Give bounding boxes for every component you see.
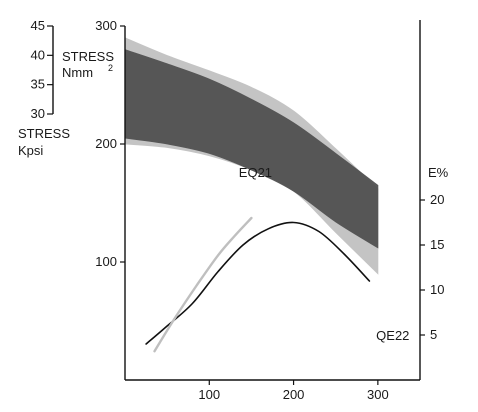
kpsi-tick-label: 35 — [31, 77, 45, 92]
stress-kpsi-label-line2: Kpsi — [18, 143, 43, 158]
left-tick-label: 100 — [95, 254, 117, 269]
x-tick-label: 300 — [367, 387, 389, 402]
elongation-lines — [145, 216, 371, 353]
left-tick-label: 300 — [95, 18, 117, 33]
right-tick-label: 5 — [430, 327, 437, 342]
kpsi-tick-label: 30 — [31, 106, 45, 121]
right-tick-label: 20 — [430, 192, 444, 207]
kpsi-tick-label: 40 — [31, 47, 45, 62]
elongation-line-eq21 — [145, 221, 371, 345]
x-tick-label: 100 — [198, 387, 220, 402]
stress-kpsi-label-line1: STRESS — [18, 126, 70, 141]
annotation-qe22: QE22 — [376, 328, 409, 343]
band-eq21 — [124, 49, 379, 249]
kpsi-tick-label: 45 — [31, 18, 45, 33]
left-tick-label: 200 — [95, 136, 117, 151]
annotation-eq21: EQ21 — [239, 165, 272, 180]
stress-nmm-superscript: 2 — [108, 63, 113, 73]
elongation-axis-label: E% — [428, 165, 449, 180]
right-tick-label: 15 — [430, 237, 444, 252]
stress-nmm-label-line1: STRESS — [62, 49, 114, 64]
stress-bands — [124, 37, 379, 275]
axis-ticks: 100 200 300 100 200 300 30 35 40 45 5 10 15 20 — [31, 18, 445, 402]
x-tick-label: 200 — [283, 387, 305, 402]
right-tick-label: 10 — [430, 282, 444, 297]
elongation-line-qe22 — [153, 216, 253, 353]
series-annotations: EQ21 QE22 — [239, 165, 410, 343]
stress-nmm-label-line2: Nmm — [62, 65, 93, 80]
